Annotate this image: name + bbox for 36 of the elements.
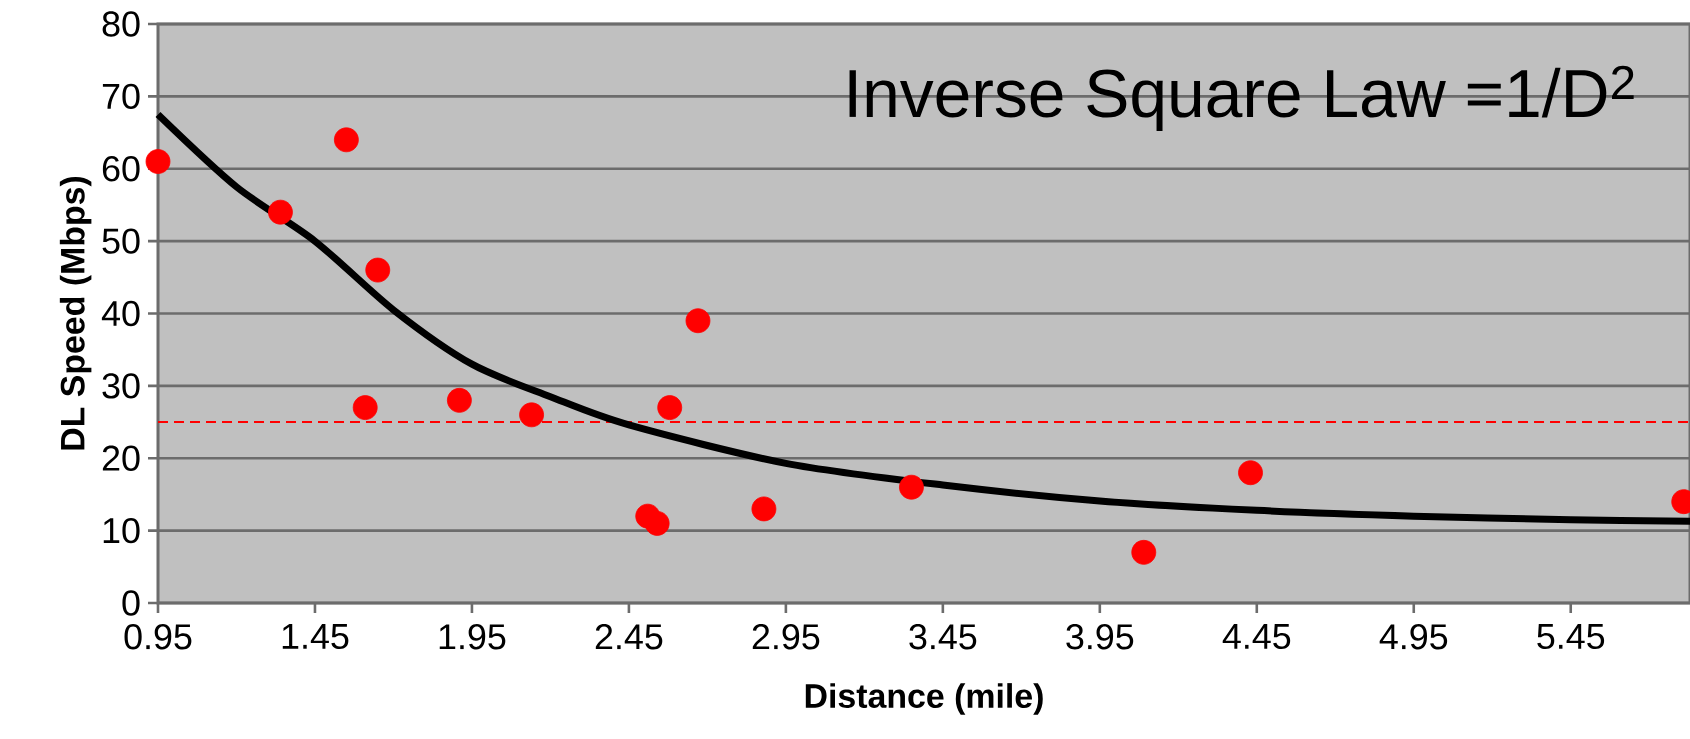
- y-tick-label: 60: [102, 156, 140, 182]
- x-tick-label: 4.45: [1222, 624, 1291, 650]
- point: [657, 395, 683, 420]
- y-axis-title: DL Speed (Mbps): [59, 176, 92, 450]
- y-tick-label: 10: [103, 517, 140, 544]
- point: [352, 395, 378, 420]
- point: [519, 402, 544, 428]
- annotation: Inverse Square Law =1/D$^{2}$: [849, 65, 1634, 131]
- y-tick-label: 40: [101, 300, 140, 327]
- x-tick-label: 3.45: [909, 624, 977, 650]
- y-tick-label: 70: [102, 83, 140, 110]
- point: [446, 387, 472, 413]
- y-tick-label: 20: [102, 445, 140, 471]
- point: [1238, 460, 1263, 486]
- x-tick-label: 0.95: [124, 624, 192, 650]
- x-tick-label: 3.95: [1066, 624, 1134, 650]
- point: [268, 199, 293, 225]
- y-tick-label: 50: [102, 228, 140, 254]
- point: [644, 510, 670, 536]
- point: [1131, 539, 1157, 565]
- x-axis-title: Distance (mile): [805, 683, 1043, 715]
- x-tick-label: 2.45: [595, 624, 663, 650]
- point: [145, 149, 171, 174]
- x-tick-label: 5.45: [1537, 624, 1605, 650]
- point: [365, 257, 391, 283]
- point: [751, 496, 777, 522]
- x-tick-label: 2.95: [752, 624, 820, 650]
- point: [685, 308, 711, 334]
- x-tick-label: 1.45: [282, 624, 349, 650]
- y-tick-label: 80: [102, 11, 140, 37]
- point: [899, 474, 924, 500]
- point: [333, 127, 359, 153]
- x-tick-label: 1.95: [439, 624, 506, 650]
- y-tick-label: 30: [102, 373, 140, 399]
- y-tick-label: 0: [122, 590, 140, 616]
- x-tick-label: 4.95: [1379, 624, 1448, 650]
